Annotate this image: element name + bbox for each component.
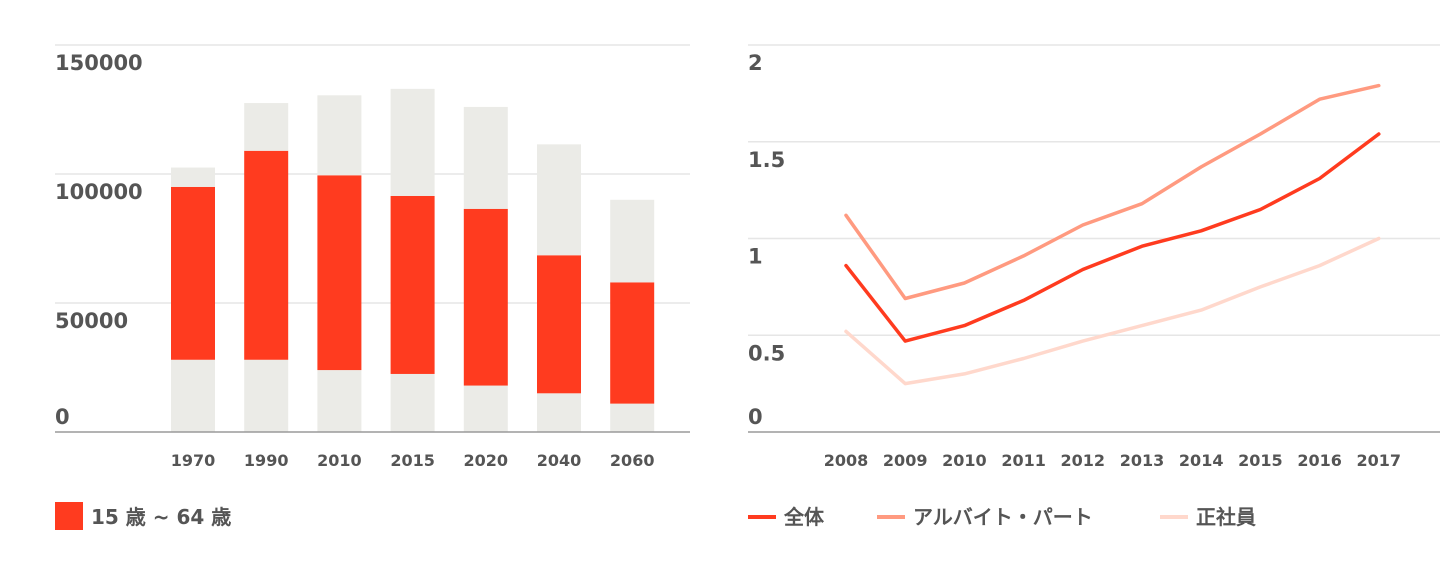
legend-label: 正社員 [1196, 505, 1256, 529]
x-tick-label: 2009 [883, 451, 928, 470]
series-line [844, 83, 1381, 301]
bar-segment [463, 208, 508, 386]
y-tick-label: 0.5 [748, 341, 785, 365]
bar-segment [244, 150, 289, 360]
bar-segment [463, 106, 508, 209]
x-tick-label: 2012 [1061, 451, 1106, 470]
y-tick-label: 150000 [55, 51, 143, 75]
bar-segment [171, 359, 215, 432]
legend-label: 全体 [783, 505, 825, 529]
series-line [844, 132, 1381, 343]
bar-segment [537, 255, 581, 394]
x-tick-label: 2017 [1357, 451, 1402, 470]
bar-segment [317, 175, 362, 371]
bar-segment [610, 199, 655, 283]
line-chart: 0 0.5 1 1.5 2 2008 2009 2010 2011 2012 2013 2014 201… [748, 44, 1440, 529]
legend-label: 15 歳 ~ 64 歳 [91, 505, 231, 529]
bar-segment [390, 195, 435, 374]
bar-segment [317, 95, 362, 176]
bar-segment [463, 385, 508, 432]
bar-segment [171, 186, 215, 360]
bar-segment [610, 403, 655, 432]
y-tick-label: 1.5 [748, 148, 785, 172]
x-tick-label: 2015 [1238, 451, 1283, 470]
y-tick-label: 1 [748, 245, 763, 269]
bar-segment [390, 373, 435, 432]
y-tick-label: 0 [748, 405, 763, 429]
x-tick-label: 2008 [824, 451, 869, 470]
x-tick-label: 2016 [1297, 451, 1342, 470]
bar-segment [390, 88, 435, 196]
x-tick-label: 2011 [1001, 451, 1046, 470]
bar-segment [171, 167, 215, 187]
x-tick-label: 2013 [1120, 451, 1165, 470]
y-tick-label: 0 [55, 405, 70, 429]
x-tick-label: 2015 [390, 451, 435, 470]
x-tick-label: 2014 [1179, 451, 1224, 470]
legend-swatch [55, 502, 83, 530]
stacked-bar-chart: 0 50000 100000 150000 1970 1990 2010 2015 2020 20… [55, 44, 690, 530]
bar-segment [610, 282, 655, 404]
x-tick-label: 1970 [171, 451, 216, 470]
y-tick-label: 100000 [55, 180, 143, 204]
bar-segment [317, 370, 362, 432]
bar-segment [537, 144, 581, 256]
x-tick-label: 2010 [317, 451, 362, 470]
bar-segment [537, 393, 581, 432]
bar-segment [244, 359, 289, 432]
bar-segment [244, 103, 289, 151]
y-tick-label: 2 [748, 51, 763, 75]
x-tick-label: 2060 [610, 451, 655, 470]
x-tick-label: 1990 [244, 451, 289, 470]
x-tick-label: 2020 [464, 451, 509, 470]
y-tick-label: 50000 [55, 309, 128, 333]
series-line [844, 236, 1381, 386]
x-tick-label: 2040 [537, 451, 582, 470]
legend-label: アルバイト・パート [913, 505, 1093, 529]
x-tick-label: 2010 [942, 451, 987, 470]
